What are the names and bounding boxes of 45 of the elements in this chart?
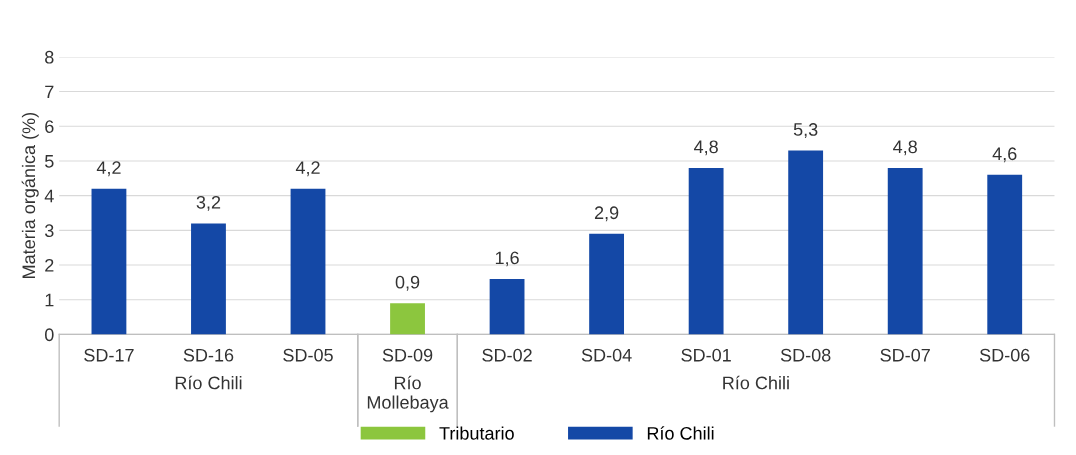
data-label: 5,3 (793, 123, 818, 138)
x-tick-label: SD-16 (183, 348, 234, 362)
data-label: 4,6 (992, 147, 1017, 163)
bar (191, 223, 226, 335)
y-tick-label: 0 (44, 328, 54, 342)
bar (589, 233, 625, 335)
data-label: 4,2 (295, 161, 320, 177)
text: Río Chili (175, 375, 242, 390)
y-axis-title: Materia orgánica (%) (21, 112, 39, 278)
y-tick-label: 2 (45, 258, 54, 272)
x-tick-label: SD-06 (979, 348, 1030, 362)
x-tick-label: SD-17 (84, 348, 134, 362)
bar (887, 167, 923, 335)
bar (489, 278, 525, 335)
bar (290, 188, 326, 335)
y-tick-label: 8 (45, 50, 54, 64)
x-tick-label: SD-01 (681, 348, 731, 362)
y-tick-label: 6 (45, 120, 54, 133)
bar (390, 303, 425, 335)
y-tick-label: 7 (45, 85, 54, 99)
y-tick-label: 3 (44, 224, 54, 238)
x-tick-label: SD-08 (780, 348, 831, 362)
x-tick-label: SD-09 (382, 348, 433, 362)
text: Río Chili (723, 375, 789, 390)
y-tick-label: 1 (45, 293, 54, 307)
legend-label: Río Chili (647, 426, 714, 440)
x-tick-label: SD-05 (283, 348, 333, 362)
data-label: 4,8 (893, 140, 917, 156)
data-label: 2,9 (594, 206, 619, 222)
y-tick-label: 4 (44, 189, 54, 203)
x-tick-label: SD-02 (482, 348, 532, 362)
data-label: 3,2 (196, 195, 221, 211)
text: Río Mollebaya (367, 375, 449, 413)
data-label: 0,9 (395, 275, 420, 291)
y-tick-label: 5 (45, 155, 54, 168)
bar (688, 167, 724, 335)
data-label: 4,8 (693, 140, 718, 156)
data-label: 1,6 (495, 251, 519, 267)
legend-label: Tributario (439, 426, 514, 440)
bar (987, 174, 1023, 335)
bar (91, 188, 127, 335)
x-tick-label: SD-07 (880, 348, 930, 362)
bar (788, 150, 824, 335)
data-label: 4,2 (96, 161, 121, 177)
x-tick-label: SD-04 (581, 348, 632, 362)
